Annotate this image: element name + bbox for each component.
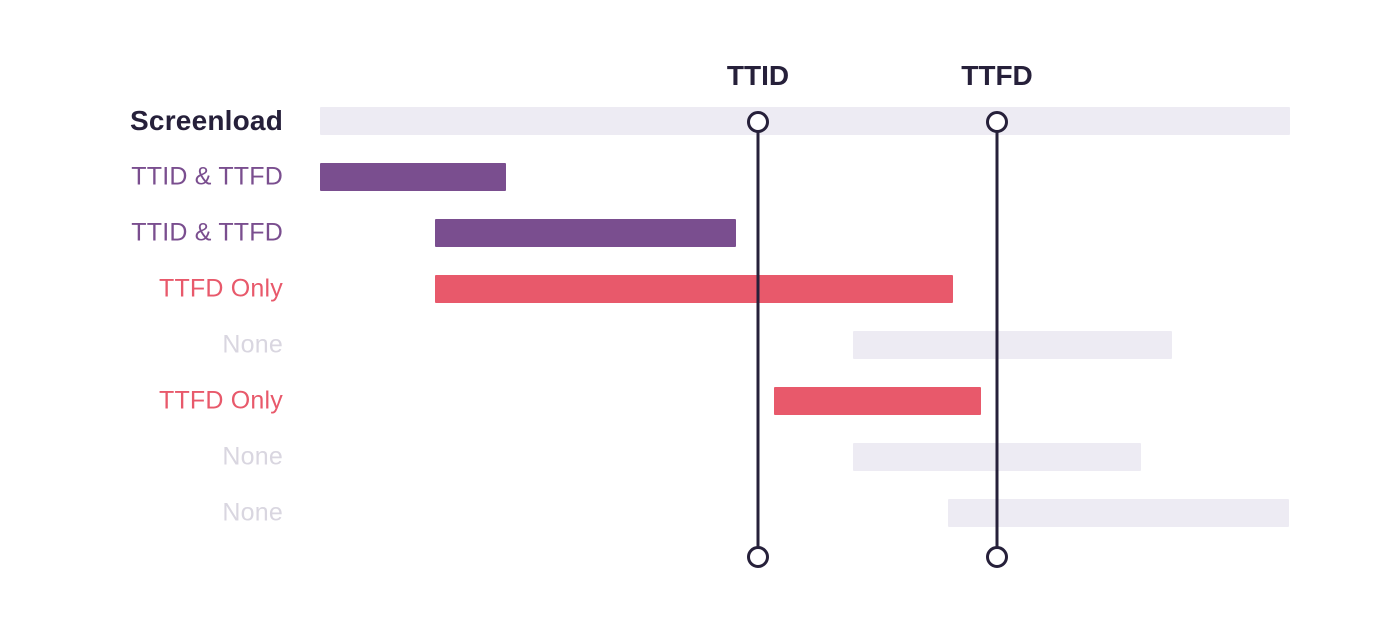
row-label-none-7: None [222,498,283,527]
row-label-ttid_ttfd-1: TTID & TTFD [131,162,283,191]
row-label-screenload-0: Screenload [130,105,283,136]
span-bar-ttid_ttfd-2 [435,219,736,247]
row-label-ttfd_only-3: TTFD Only [158,274,283,303]
marker-label-ttfd: TTFD [961,60,1033,91]
row-label-ttid_ttfd-2: TTID & TTFD [131,218,283,247]
marker-top-circle-ttfd [986,111,1008,133]
marker-line-ttid [756,122,760,557]
row-label-none-4: None [222,330,283,359]
span-bar-none-4 [853,331,1172,359]
marker-label-ttid: TTID [726,60,790,91]
span-bar-screenload-0 [320,107,1290,135]
row-label-ttfd_only-5: TTFD Only [158,386,283,415]
span-bar-none-7 [948,499,1289,527]
span-bar-ttid_ttfd-1 [320,163,506,191]
span-bar-ttfd_only-5 [774,387,981,415]
marker-line-ttfd [995,122,999,557]
row-label-none-6: None [222,442,283,471]
marker-top-circle-ttid [747,111,769,133]
marker-bottom-circle-ttfd [986,546,1008,568]
marker-bottom-circle-ttid [747,546,769,568]
span-bar-ttfd_only-3 [435,275,953,303]
